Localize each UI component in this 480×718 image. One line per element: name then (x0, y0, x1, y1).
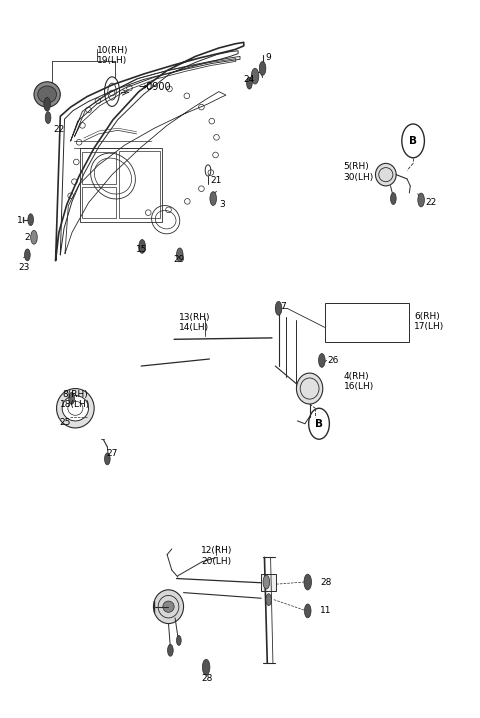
Text: 2: 2 (24, 233, 30, 243)
Ellipse shape (418, 193, 424, 207)
Text: 4(RH)
16(LH): 4(RH) 16(LH) (344, 372, 374, 391)
Ellipse shape (24, 249, 30, 261)
Ellipse shape (105, 453, 110, 465)
Bar (83, 152, 116, 184)
Ellipse shape (259, 62, 266, 75)
Ellipse shape (177, 635, 181, 645)
Text: 27: 27 (107, 449, 118, 458)
Ellipse shape (62, 396, 88, 421)
Text: 24: 24 (243, 75, 254, 84)
Text: 22: 22 (426, 198, 437, 208)
Text: 28: 28 (202, 674, 213, 684)
Ellipse shape (154, 589, 183, 623)
Ellipse shape (45, 112, 51, 123)
Ellipse shape (69, 393, 74, 404)
Ellipse shape (252, 68, 259, 84)
Ellipse shape (139, 240, 145, 253)
Ellipse shape (168, 644, 173, 656)
Text: 11: 11 (320, 607, 332, 615)
Bar (80, 148, 162, 222)
Ellipse shape (275, 302, 282, 315)
Text: B: B (315, 419, 323, 429)
Text: 7: 7 (280, 302, 286, 312)
Text: 23: 23 (18, 264, 29, 272)
Text: →0900: →0900 (139, 82, 171, 92)
Text: 21: 21 (211, 176, 222, 185)
Text: 22: 22 (53, 126, 64, 134)
Ellipse shape (375, 164, 396, 186)
Text: 15: 15 (135, 245, 147, 254)
Text: 9: 9 (265, 53, 271, 62)
Ellipse shape (34, 82, 60, 107)
Ellipse shape (266, 594, 272, 605)
Ellipse shape (391, 192, 396, 205)
Text: 3: 3 (219, 200, 225, 209)
Ellipse shape (247, 78, 252, 89)
Ellipse shape (57, 388, 94, 428)
Ellipse shape (203, 659, 210, 675)
Ellipse shape (304, 574, 312, 590)
Ellipse shape (31, 230, 37, 244)
Bar (261, 574, 276, 591)
Text: 12(RH)
20(LH): 12(RH) 20(LH) (201, 546, 232, 566)
Ellipse shape (319, 353, 325, 368)
Text: 6(RH)
17(LH): 6(RH) 17(LH) (414, 312, 444, 332)
Text: B: B (409, 136, 417, 146)
Text: 5(RH)
30(LH): 5(RH) 30(LH) (344, 162, 374, 182)
Ellipse shape (297, 373, 323, 404)
Bar (324, 304, 409, 342)
Text: 26: 26 (327, 356, 338, 365)
Text: 25: 25 (60, 418, 71, 427)
Ellipse shape (263, 575, 270, 589)
Ellipse shape (210, 192, 216, 205)
Text: 28: 28 (320, 577, 331, 587)
Text: 29: 29 (173, 255, 184, 264)
Text: 13(RH)
14(LH): 13(RH) 14(LH) (179, 313, 210, 332)
Text: 10(RH)
19(LH): 10(RH) 19(LH) (96, 46, 128, 65)
Ellipse shape (28, 214, 34, 225)
Bar (83, 187, 116, 218)
Ellipse shape (177, 248, 183, 262)
Text: 8(RH)
18(LH): 8(RH) 18(LH) (60, 390, 91, 409)
Ellipse shape (38, 86, 57, 103)
Ellipse shape (304, 604, 311, 617)
Text: 1: 1 (16, 216, 22, 225)
Ellipse shape (163, 601, 174, 612)
Ellipse shape (44, 98, 50, 111)
Bar (119, 151, 159, 218)
